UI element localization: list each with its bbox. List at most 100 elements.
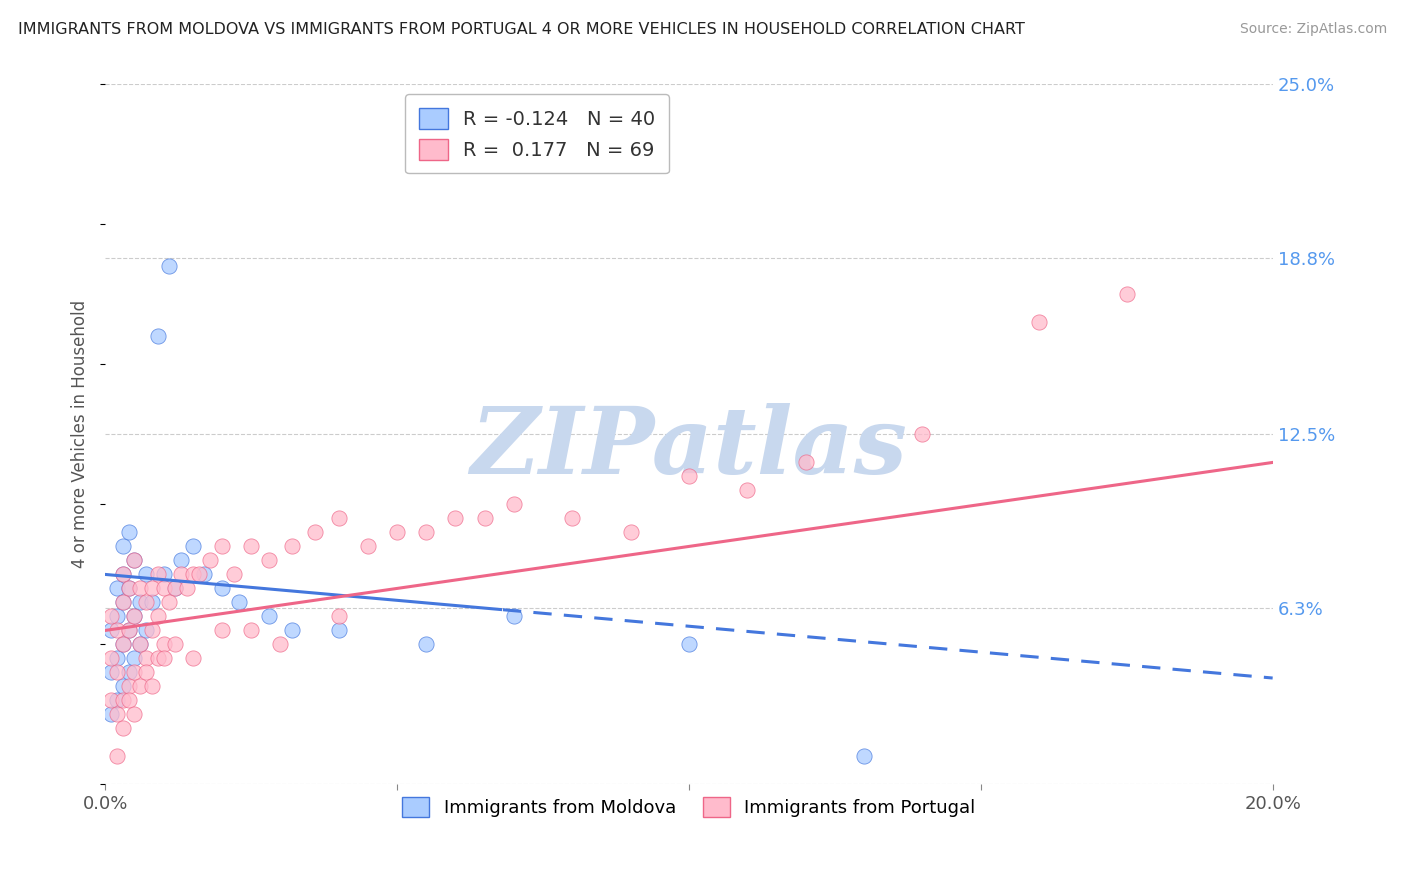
Point <box>200 553 222 567</box>
Point <box>117 582 139 596</box>
Point <box>415 525 437 540</box>
Point <box>281 540 304 554</box>
Point <box>146 329 169 343</box>
Point <box>502 498 524 512</box>
Point <box>124 651 146 665</box>
Point <box>678 469 700 483</box>
Point <box>211 624 233 638</box>
Point <box>678 637 700 651</box>
Point <box>1028 315 1050 329</box>
Point <box>129 582 152 596</box>
Point <box>111 637 134 651</box>
Point <box>117 582 139 596</box>
Point <box>146 567 169 582</box>
Point <box>105 707 128 722</box>
Point <box>111 595 134 609</box>
Point <box>415 637 437 651</box>
Text: IMMIGRANTS FROM MOLDOVA VS IMMIGRANTS FROM PORTUGAL 4 OR MORE VEHICLES IN HOUSEH: IMMIGRANTS FROM MOLDOVA VS IMMIGRANTS FR… <box>18 22 1025 37</box>
Point <box>141 595 163 609</box>
Point <box>328 609 350 624</box>
Point <box>211 582 233 596</box>
Point <box>474 511 496 525</box>
Point <box>124 609 146 624</box>
Point <box>100 624 122 638</box>
Point <box>117 680 139 694</box>
Point <box>117 624 139 638</box>
Point <box>105 749 128 764</box>
Point <box>105 624 128 638</box>
Point <box>328 624 350 638</box>
Point <box>100 693 122 707</box>
Point <box>135 624 157 638</box>
Point <box>228 595 250 609</box>
Point <box>193 567 215 582</box>
Point <box>211 540 233 554</box>
Point <box>105 651 128 665</box>
Point <box>129 637 152 651</box>
Point <box>170 553 193 567</box>
Point <box>124 553 146 567</box>
Point <box>124 707 146 722</box>
Y-axis label: 4 or more Vehicles in Household: 4 or more Vehicles in Household <box>72 301 89 568</box>
Point <box>170 567 193 582</box>
Point <box>105 609 128 624</box>
Point <box>240 624 263 638</box>
Point <box>187 567 209 582</box>
Point <box>129 637 152 651</box>
Point <box>911 427 934 442</box>
Point <box>257 609 280 624</box>
Point <box>222 567 245 582</box>
Point <box>111 567 134 582</box>
Point <box>135 595 157 609</box>
Text: Source: ZipAtlas.com: Source: ZipAtlas.com <box>1240 22 1388 37</box>
Point <box>328 511 350 525</box>
Point <box>304 525 326 540</box>
Point <box>257 553 280 567</box>
Point <box>117 693 139 707</box>
Point <box>135 665 157 680</box>
Point <box>100 651 122 665</box>
Point <box>561 511 583 525</box>
Point <box>165 582 187 596</box>
Point <box>737 483 759 498</box>
Point <box>117 525 139 540</box>
Point <box>124 553 146 567</box>
Point <box>165 637 187 651</box>
Point <box>105 582 128 596</box>
Point <box>269 637 291 651</box>
Point <box>385 525 408 540</box>
Point <box>111 595 134 609</box>
Point <box>181 540 204 554</box>
Legend: Immigrants from Moldova, Immigrants from Portugal: Immigrants from Moldova, Immigrants from… <box>395 790 983 824</box>
Point <box>853 749 876 764</box>
Point <box>100 609 122 624</box>
Point <box>111 680 134 694</box>
Point <box>141 624 163 638</box>
Point <box>117 624 139 638</box>
Text: ZIPatlas: ZIPatlas <box>471 403 907 493</box>
Point <box>157 595 180 609</box>
Point <box>502 609 524 624</box>
Point <box>111 722 134 736</box>
Point <box>281 624 304 638</box>
Point <box>181 567 204 582</box>
Point <box>105 665 128 680</box>
Point <box>240 540 263 554</box>
Point <box>129 680 152 694</box>
Point <box>181 651 204 665</box>
Point <box>165 582 187 596</box>
Point <box>157 260 180 274</box>
Point <box>176 582 198 596</box>
Point <box>146 609 169 624</box>
Point <box>124 609 146 624</box>
Point <box>111 567 134 582</box>
Point <box>619 525 641 540</box>
Point <box>129 595 152 609</box>
Point <box>111 693 134 707</box>
Point <box>124 665 146 680</box>
Point <box>111 540 134 554</box>
Point <box>152 582 174 596</box>
Point <box>1115 287 1137 301</box>
Point <box>794 455 817 469</box>
Point <box>135 651 157 665</box>
